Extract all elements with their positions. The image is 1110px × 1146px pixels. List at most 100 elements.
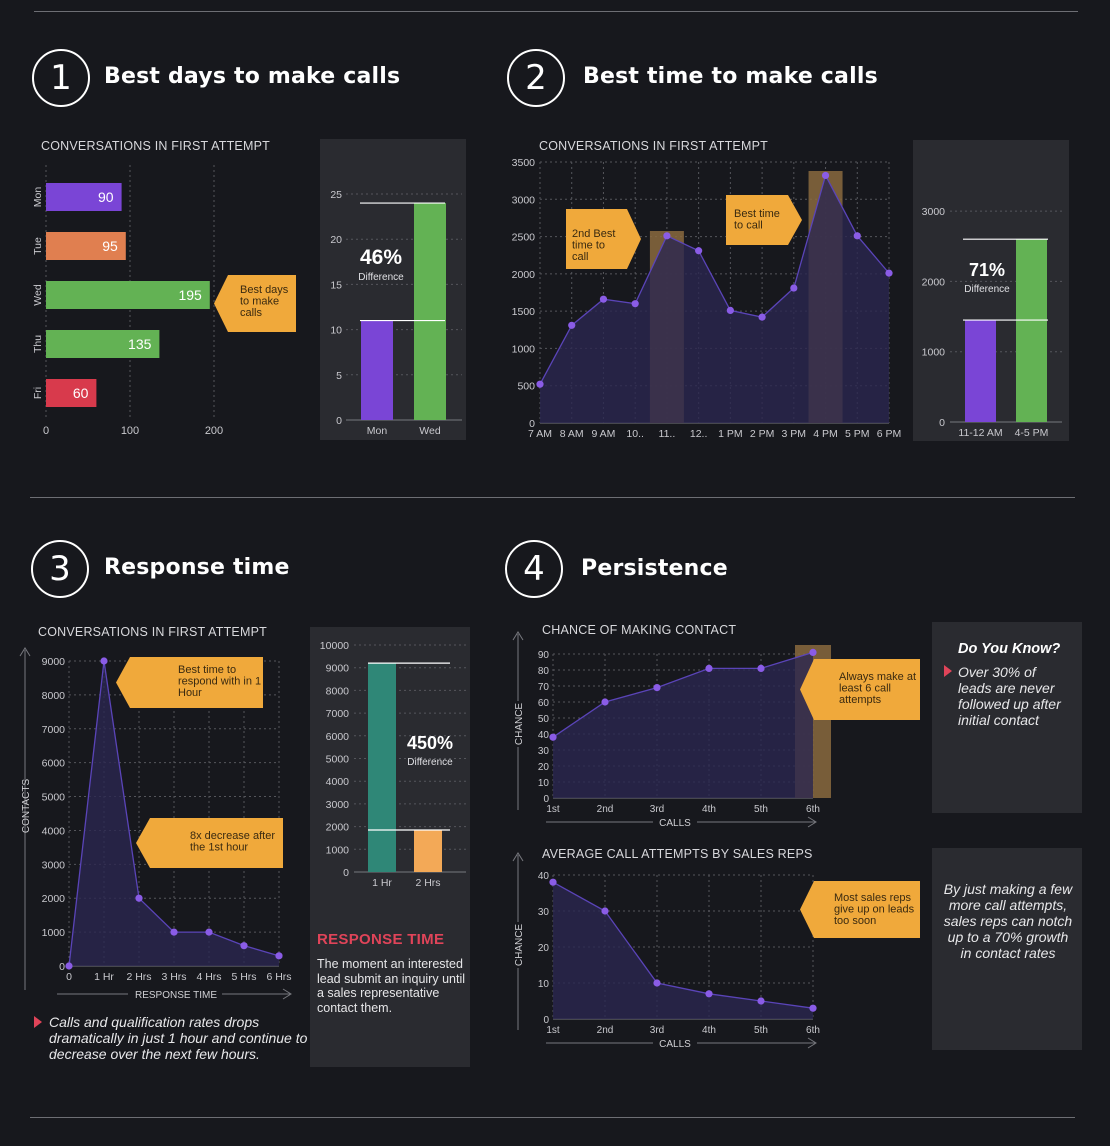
contact-y-axis-label: CHANCE	[514, 703, 525, 746]
response-y-axis-label: CONTACTS	[21, 779, 32, 834]
time-x-tick-label: 3 PM	[782, 428, 807, 440]
middle-divider	[30, 497, 1075, 498]
time-diff-difference-label: Difference	[964, 284, 1010, 295]
time-area	[540, 175, 889, 423]
time-point	[790, 284, 798, 292]
time-x-tick-label: 5 PM	[845, 428, 870, 440]
attempts-x-tick-label: 4th	[702, 1025, 716, 1036]
response-y-tick-label: 5000	[42, 792, 66, 804]
days-category-label: Thu	[32, 335, 44, 353]
contact-y-tick-label: 50	[538, 714, 550, 725]
response-y-arrow-head-icon	[19, 647, 31, 657]
attempts-y-tick-label: 40	[538, 871, 550, 882]
days-chart-title: CONVERSATIONS IN FIRST ATTEMPT	[41, 139, 270, 153]
section-title-4: Persistence	[581, 556, 728, 581]
contact-callout-text: Always make at least 6 call attempts	[839, 671, 916, 706]
response-diff-x-tick-label: 2 Hrs	[415, 877, 440, 889]
attempts-point	[757, 997, 765, 1005]
response-point	[275, 952, 283, 960]
time-diff-x-tick-label: 4-5 PM	[1015, 427, 1049, 439]
top-divider	[34, 11, 1078, 12]
contact-point	[705, 664, 713, 673]
contact-x-tick-label: 3rd	[650, 804, 664, 815]
bottom-divider	[30, 1117, 1075, 1118]
response-x-tick-label: 1 Hr	[94, 971, 114, 983]
contact-x-tick-label: 1st	[546, 804, 560, 815]
response-y-tick-label: 0	[59, 961, 65, 973]
response-diff-y-tick-label: 5000	[326, 754, 350, 766]
response-diff-difference-label: Difference	[407, 757, 453, 768]
response-diff-y-tick-label: 3000	[326, 799, 350, 811]
time-y-tick-label: 1000	[512, 343, 536, 355]
days-bar-value: 135	[128, 336, 152, 352]
response-diff-difference-value: 450%	[407, 733, 453, 753]
attempts-x-axis-label: CALLS	[659, 1039, 691, 1050]
attempts-x-tick-label: 5th	[754, 1025, 768, 1036]
days-diff-y-tick-label: 10	[330, 325, 342, 337]
time-x-tick-label: 8 AM	[560, 428, 584, 440]
response-y-tick-label: 7000	[42, 724, 66, 736]
response-y-tick-label: 3000	[42, 859, 66, 871]
attempts-y-tick-label: 10	[538, 979, 550, 990]
time-x-tick-label: 7 AM	[528, 428, 552, 440]
contact-y-label-bg	[512, 701, 524, 747]
days-x-tick-label: 100	[121, 425, 139, 437]
days-callout	[214, 275, 296, 332]
days-category-label: Mon	[32, 187, 44, 208]
days-bar-value: 195	[178, 287, 202, 303]
time-y-tick-label: 3000	[512, 194, 536, 206]
response-x-tick-label: 6 Hrs	[266, 971, 291, 983]
time-callout-second	[566, 209, 641, 269]
time-diff-y-tick-label: 3000	[922, 206, 946, 218]
days-diff-bar	[414, 203, 446, 420]
response-diff-y-tick-label: 2000	[326, 822, 350, 834]
time-point	[631, 300, 639, 308]
time-y-tick-label: 500	[517, 381, 535, 393]
days-diff-difference-value: 46%	[360, 246, 402, 269]
days-category-label: Tue	[32, 237, 44, 255]
section-title-3: Response time	[104, 555, 290, 580]
know-arrow-icon	[944, 665, 952, 677]
time-diff-bar	[1016, 239, 1047, 422]
contact-area	[553, 652, 813, 798]
response-y-tick-label: 8000	[42, 690, 66, 702]
attempts-line	[552, 881, 814, 1009]
attempts-x-tick-label: 6th	[806, 1025, 820, 1036]
time-point	[853, 232, 861, 240]
attempts-x-tick-label: 3rd	[650, 1025, 664, 1036]
response-diff-y-tick-label: 0	[343, 867, 349, 879]
response-y-tick-label: 1000	[42, 927, 66, 939]
attempts-y-axis-label: CHANCE	[514, 924, 525, 967]
contact-chart-title: CHANCE OF MAKING CONTACT	[542, 623, 737, 637]
response-callout-best-text: Best time to respond with in 1 Hour	[178, 664, 261, 699]
contact-point	[757, 664, 765, 673]
contact-x-tick-label: 6th	[806, 804, 820, 815]
response-callout-decrease	[136, 818, 283, 868]
response-diff-y-tick-label: 4000	[326, 776, 350, 788]
attempts-callout-text: Most sales reps give up on leads too soon	[834, 892, 915, 927]
contact-y-tick-label: 60	[538, 698, 550, 709]
time-point	[758, 313, 766, 321]
time-point	[536, 380, 544, 388]
response-x-tick-label: 3 Hrs	[161, 971, 186, 983]
days-bar	[46, 330, 160, 358]
time-x-tick-label: 1 PM	[718, 428, 743, 440]
contact-y-tick-label: 40	[538, 730, 550, 741]
response-time-heading: RESPONSE TIME	[317, 931, 445, 948]
time-diff-bar	[965, 320, 996, 422]
contact-callout	[800, 659, 920, 720]
response-diff-y-tick-label: 9000	[326, 663, 350, 675]
response-x-tick-label: 2 Hrs	[126, 971, 151, 983]
days-bar-value: 60	[73, 385, 89, 401]
contact-x-axis-label: CALLS	[659, 818, 691, 829]
contact-y-tick-label: 0	[543, 794, 549, 805]
attempts-point	[549, 878, 557, 886]
time-y-tick-label: 2500	[512, 232, 536, 244]
attempts-point	[705, 990, 713, 998]
response-point	[170, 928, 178, 936]
contact-y-tick-label: 30	[538, 746, 550, 757]
know-body: Over 30% of leads are never followed up …	[958, 664, 1061, 728]
contact-x-arrow-head-icon	[807, 816, 817, 828]
time-point	[663, 232, 671, 240]
time-line	[539, 173, 890, 385]
